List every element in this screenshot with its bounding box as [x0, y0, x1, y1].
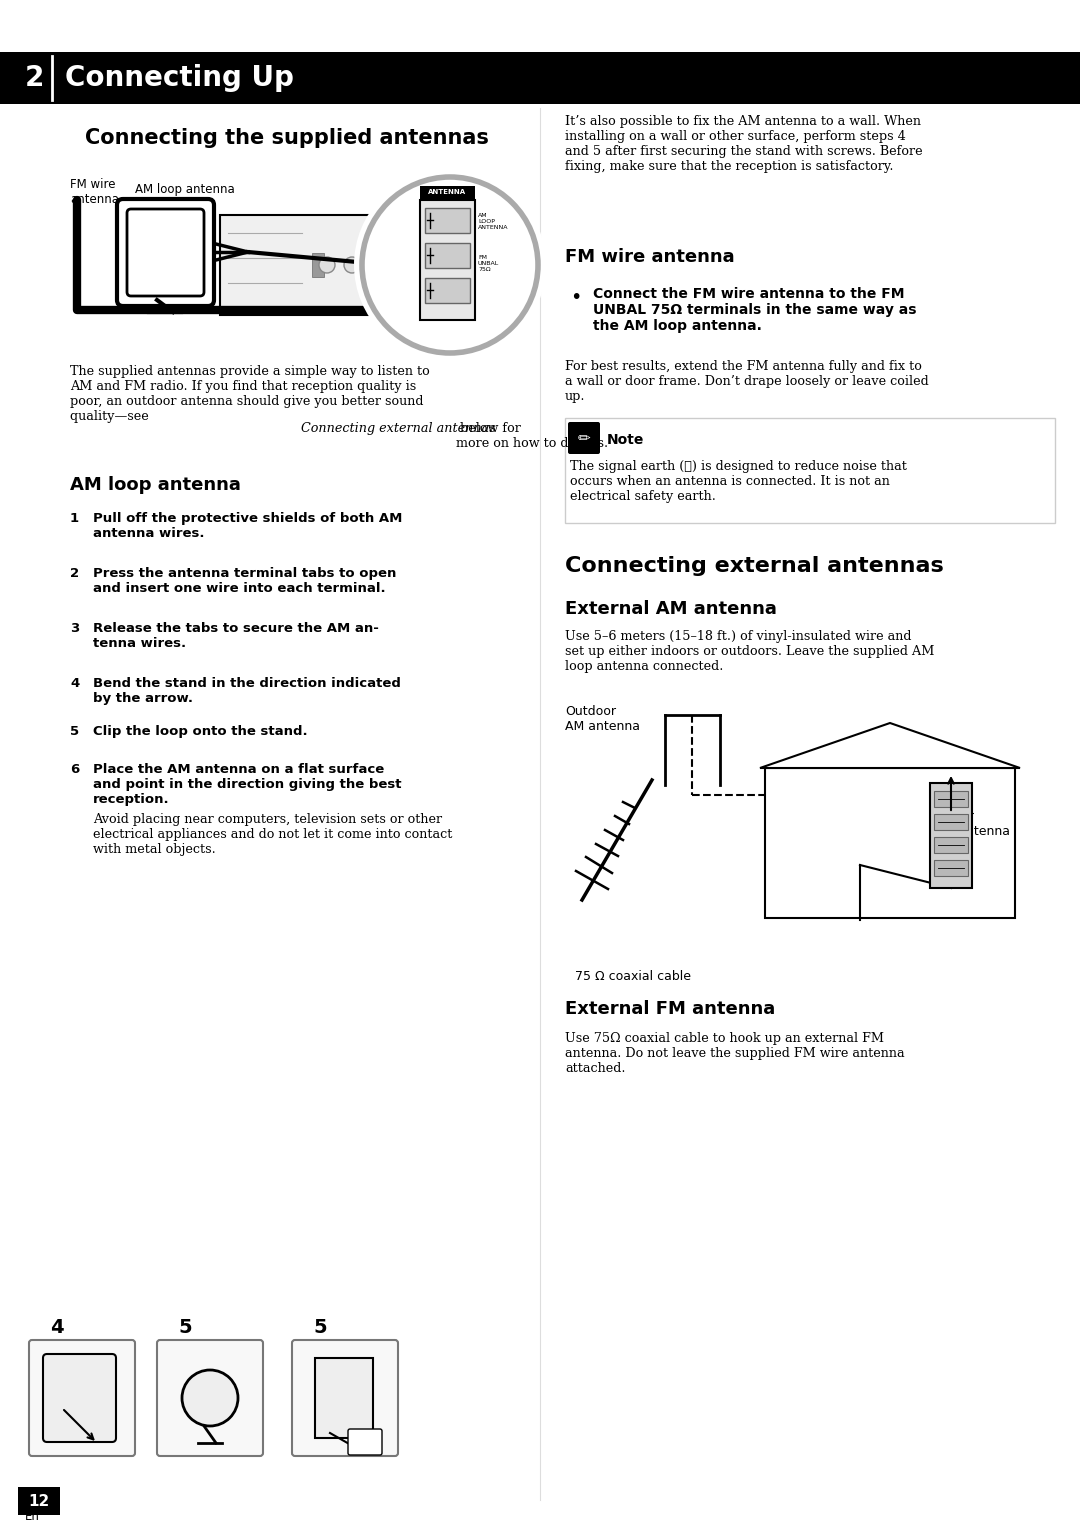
Text: Pull off the protective shields of both AM
antenna wires.: Pull off the protective shields of both …	[93, 513, 403, 540]
Bar	[18, 1486, 60, 1515]
Text: Outdoor
AM antenna: Outdoor AM antenna	[565, 705, 640, 732]
Text: Place the AM antenna on a flat surface
and point in the direction giving the bes: Place the AM antenna on a flat surface a…	[93, 763, 402, 806]
Bar	[934, 813, 968, 830]
FancyBboxPatch shape	[426, 243, 470, 269]
Text: 5: 5	[178, 1318, 191, 1337]
Text: below for
more on how to do this.: below for more on how to do this.	[456, 423, 608, 450]
FancyBboxPatch shape	[426, 208, 470, 233]
Circle shape	[362, 177, 538, 353]
Bar	[565, 418, 1055, 523]
Text: 4: 4	[70, 678, 79, 690]
Text: FM
UNBAL
75Ω: FM UNBAL 75Ω	[478, 255, 499, 272]
Text: Use 5–6 meters (15–18 ft.) of vinyl-insulated wire and
set up either indoors or : Use 5–6 meters (15–18 ft.) of vinyl-insu…	[565, 630, 934, 673]
Text: Connecting external antennas: Connecting external antennas	[301, 423, 496, 435]
Text: Connecting external antennas: Connecting external antennas	[565, 555, 944, 575]
Text: The signal earth (⧸) is designed to reduce noise that
occurs when an antenna is : The signal earth (⧸) is designed to redu…	[570, 459, 907, 504]
Bar	[934, 790, 968, 807]
Bar	[934, 861, 968, 876]
Text: The supplied antennas provide a simple way to listen to
AM and FM radio. If you : The supplied antennas provide a simple w…	[70, 365, 430, 423]
FancyBboxPatch shape	[117, 198, 214, 307]
Circle shape	[345, 256, 360, 273]
Text: Note: Note	[607, 433, 645, 447]
Circle shape	[183, 1370, 238, 1425]
FancyBboxPatch shape	[568, 423, 600, 455]
Text: For best results, extend the FM antenna fully and fix to
a wall or door frame. D: For best results, extend the FM antenna …	[565, 360, 929, 403]
Text: Clip the loop onto the stand.: Clip the loop onto the stand.	[93, 725, 308, 739]
Circle shape	[319, 256, 335, 273]
Text: Connect the FM wire antenna to the FM
UNBAL 75Ω terminals in the same way as
the: Connect the FM wire antenna to the FM UN…	[593, 287, 917, 333]
Text: FM wire antenna: FM wire antenna	[565, 249, 734, 266]
Bar	[765, 768, 1015, 919]
Bar	[220, 215, 395, 314]
Text: 5: 5	[70, 725, 79, 739]
Text: AM loop antenna: AM loop antenna	[70, 476, 241, 494]
Text: Bend the stand in the direction indicated
by the arrow.: Bend the stand in the direction indicate…	[93, 678, 401, 705]
Text: AM loop antenna: AM loop antenna	[135, 183, 234, 195]
Text: ✏: ✏	[578, 430, 591, 446]
Text: 75 Ω coaxial cable: 75 Ω coaxial cable	[575, 971, 691, 983]
FancyBboxPatch shape	[426, 278, 470, 304]
FancyBboxPatch shape	[29, 1340, 135, 1456]
Text: Release the tabs to secure the AM an-
tenna wires.: Release the tabs to secure the AM an- te…	[93, 623, 379, 650]
Text: External AM antenna: External AM antenna	[565, 600, 777, 618]
Text: FM wire
antenna: FM wire antenna	[70, 179, 119, 206]
Text: 2: 2	[70, 568, 79, 580]
Text: 5: 5	[313, 1318, 326, 1337]
Text: 3: 3	[70, 623, 79, 635]
Bar	[930, 783, 972, 888]
Bar	[420, 200, 475, 320]
Bar	[934, 836, 968, 853]
Text: •: •	[570, 288, 581, 307]
Text: External FM antenna: External FM antenna	[565, 1000, 775, 1018]
Bar	[980, 853, 1008, 913]
FancyBboxPatch shape	[348, 1428, 382, 1454]
Text: 4: 4	[50, 1318, 64, 1337]
FancyBboxPatch shape	[292, 1340, 399, 1456]
Text: 6: 6	[70, 763, 79, 777]
FancyBboxPatch shape	[157, 1340, 264, 1456]
Circle shape	[354, 169, 546, 362]
FancyBboxPatch shape	[127, 209, 204, 296]
Text: Connecting the supplied antennas: Connecting the supplied antennas	[85, 128, 489, 148]
Text: Press the antenna terminal tabs to open
and insert one wire into each terminal.: Press the antenna terminal tabs to open …	[93, 568, 396, 595]
Text: Avoid placing near computers, television sets or other
electrical appliances and: Avoid placing near computers, television…	[93, 813, 453, 856]
Bar	[420, 186, 475, 200]
Text: Indoor
AM antenna: Indoor AM antenna	[935, 810, 1010, 838]
Text: ANTENNA: ANTENNA	[428, 189, 467, 195]
Bar	[0, 52, 1080, 104]
Bar	[312, 253, 324, 278]
Polygon shape	[760, 723, 1020, 768]
Text: AM
LOOP
ANTENNA: AM LOOP ANTENNA	[478, 214, 509, 229]
Text: Use 75Ω coaxial cable to hook up an external FM
antenna. Do not leave the suppli: Use 75Ω coaxial cable to hook up an exte…	[565, 1032, 905, 1074]
Text: 12: 12	[28, 1494, 50, 1509]
Text: 1: 1	[70, 513, 79, 525]
Text: It’s also possible to fix the AM antenna to a wall. When
installing on a wall or: It’s also possible to fix the AM antenna…	[565, 114, 922, 172]
Text: 2: 2	[25, 64, 43, 92]
Bar	[315, 1358, 373, 1437]
Text: En: En	[25, 1509, 40, 1523]
FancyBboxPatch shape	[43, 1354, 116, 1442]
Text: Connecting Up: Connecting Up	[65, 64, 294, 92]
